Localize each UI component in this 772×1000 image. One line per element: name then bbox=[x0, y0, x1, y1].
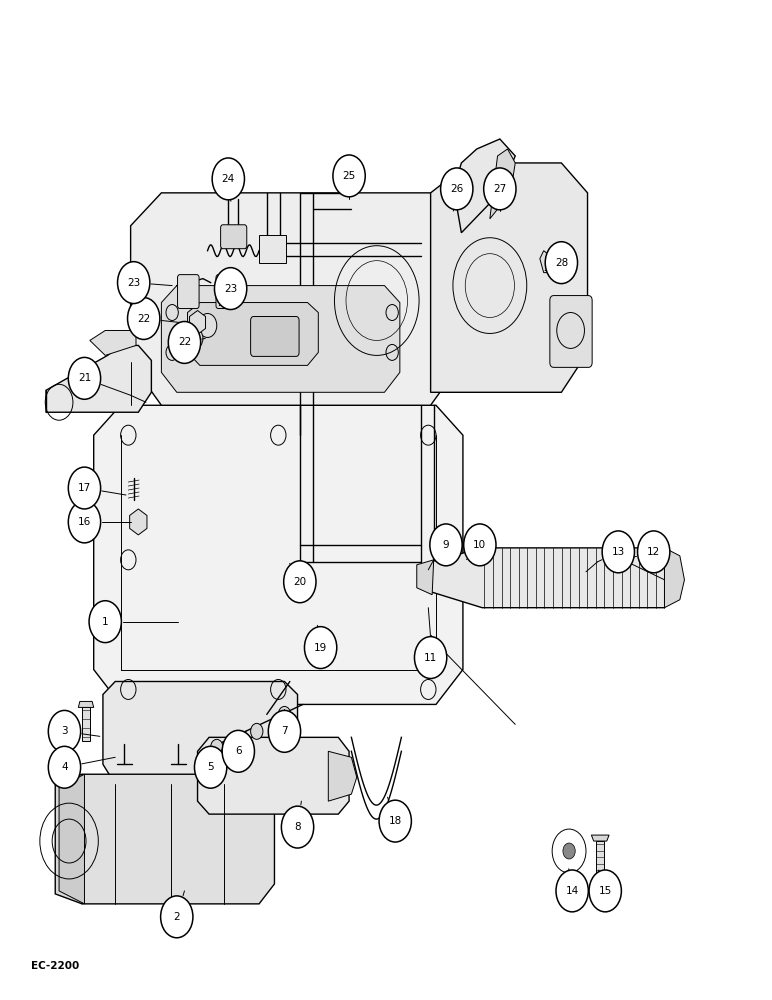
Circle shape bbox=[304, 627, 337, 669]
Polygon shape bbox=[130, 193, 462, 405]
Polygon shape bbox=[46, 345, 151, 412]
Polygon shape bbox=[78, 701, 93, 707]
Text: 21: 21 bbox=[78, 373, 91, 383]
Circle shape bbox=[195, 746, 227, 788]
Circle shape bbox=[211, 739, 223, 755]
Circle shape bbox=[545, 242, 577, 284]
Polygon shape bbox=[59, 774, 84, 904]
Polygon shape bbox=[540, 251, 554, 273]
FancyBboxPatch shape bbox=[251, 317, 299, 356]
Text: 6: 6 bbox=[235, 746, 242, 756]
Circle shape bbox=[563, 843, 575, 859]
Circle shape bbox=[556, 870, 588, 912]
Circle shape bbox=[212, 158, 245, 200]
Text: 28: 28 bbox=[555, 258, 568, 268]
Text: 19: 19 bbox=[314, 643, 327, 653]
Circle shape bbox=[251, 723, 263, 739]
Circle shape bbox=[127, 298, 160, 339]
Text: 23: 23 bbox=[127, 278, 141, 288]
Polygon shape bbox=[103, 681, 297, 784]
Polygon shape bbox=[665, 548, 685, 608]
Circle shape bbox=[49, 710, 80, 752]
Polygon shape bbox=[417, 560, 434, 595]
Polygon shape bbox=[93, 405, 463, 704]
Text: 10: 10 bbox=[473, 540, 486, 550]
Polygon shape bbox=[328, 751, 357, 801]
Text: 20: 20 bbox=[293, 577, 306, 587]
Text: 7: 7 bbox=[281, 726, 288, 736]
Text: 8: 8 bbox=[294, 822, 301, 832]
Circle shape bbox=[279, 706, 290, 722]
Text: 25: 25 bbox=[343, 171, 356, 181]
Polygon shape bbox=[82, 707, 90, 741]
Text: 12: 12 bbox=[647, 547, 660, 557]
Circle shape bbox=[638, 531, 670, 573]
Circle shape bbox=[198, 314, 217, 337]
Text: 11: 11 bbox=[424, 653, 437, 663]
Circle shape bbox=[215, 268, 247, 310]
Circle shape bbox=[49, 746, 80, 788]
Polygon shape bbox=[454, 139, 515, 233]
Polygon shape bbox=[596, 841, 604, 881]
Text: 13: 13 bbox=[611, 547, 625, 557]
Polygon shape bbox=[431, 548, 675, 608]
Polygon shape bbox=[198, 737, 349, 814]
Polygon shape bbox=[56, 774, 82, 904]
Circle shape bbox=[269, 710, 300, 752]
Circle shape bbox=[464, 524, 496, 566]
Polygon shape bbox=[188, 303, 318, 365]
Text: 27: 27 bbox=[493, 184, 506, 194]
Text: 24: 24 bbox=[222, 174, 235, 184]
Text: 4: 4 bbox=[61, 762, 68, 772]
Text: 15: 15 bbox=[598, 886, 612, 896]
Text: 2: 2 bbox=[174, 912, 180, 922]
Circle shape bbox=[589, 870, 621, 912]
Text: 26: 26 bbox=[450, 184, 463, 194]
Text: 14: 14 bbox=[566, 886, 579, 896]
Circle shape bbox=[333, 155, 365, 197]
Text: 22: 22 bbox=[137, 314, 151, 324]
Polygon shape bbox=[66, 774, 275, 904]
Polygon shape bbox=[591, 835, 609, 841]
Circle shape bbox=[379, 800, 411, 842]
Circle shape bbox=[283, 561, 316, 603]
Circle shape bbox=[602, 531, 635, 573]
Circle shape bbox=[161, 896, 193, 938]
FancyBboxPatch shape bbox=[216, 275, 238, 309]
Polygon shape bbox=[490, 149, 515, 219]
Text: 18: 18 bbox=[388, 816, 402, 826]
FancyBboxPatch shape bbox=[259, 235, 286, 263]
Circle shape bbox=[68, 501, 100, 543]
Circle shape bbox=[415, 637, 447, 679]
FancyBboxPatch shape bbox=[550, 296, 592, 367]
Circle shape bbox=[281, 806, 313, 848]
Circle shape bbox=[430, 524, 462, 566]
Text: 1: 1 bbox=[102, 617, 109, 627]
Circle shape bbox=[222, 730, 255, 772]
Text: 23: 23 bbox=[224, 284, 237, 294]
Text: 22: 22 bbox=[178, 337, 191, 347]
Circle shape bbox=[441, 168, 473, 210]
Polygon shape bbox=[90, 330, 136, 355]
Circle shape bbox=[68, 467, 100, 509]
Text: 17: 17 bbox=[78, 483, 91, 493]
Circle shape bbox=[168, 321, 201, 363]
Polygon shape bbox=[161, 286, 400, 392]
Circle shape bbox=[68, 357, 100, 399]
Circle shape bbox=[89, 601, 121, 643]
Text: EC-2200: EC-2200 bbox=[31, 961, 79, 971]
Circle shape bbox=[117, 262, 150, 304]
Polygon shape bbox=[431, 163, 587, 392]
Text: 3: 3 bbox=[61, 726, 68, 736]
Text: 9: 9 bbox=[442, 540, 449, 550]
Text: 5: 5 bbox=[208, 762, 214, 772]
Circle shape bbox=[484, 168, 516, 210]
Text: 16: 16 bbox=[78, 517, 91, 527]
FancyBboxPatch shape bbox=[178, 275, 199, 309]
Circle shape bbox=[188, 328, 203, 348]
FancyBboxPatch shape bbox=[221, 225, 247, 249]
